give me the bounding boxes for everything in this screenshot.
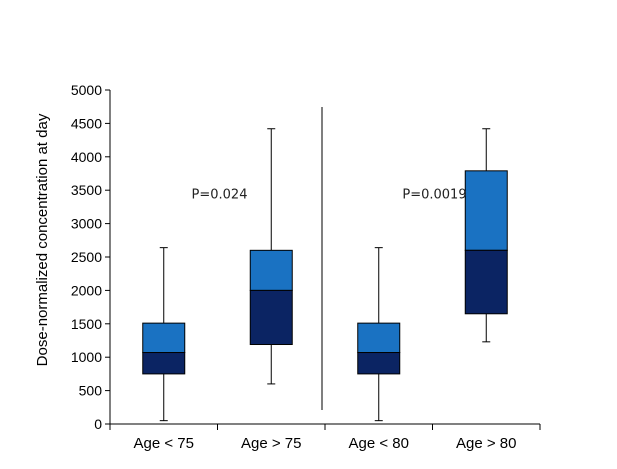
annotations: P=0.024 P=0.0019: [192, 188, 467, 203]
y-tick-label: 1500: [71, 316, 102, 332]
y-tick-label: 5000: [71, 82, 102, 98]
y-tick-label: 3000: [71, 216, 102, 232]
p-value-label: P=0.024: [192, 188, 248, 203]
y-tick-label: 0: [94, 416, 102, 432]
y-tick-label: 4000: [71, 149, 102, 165]
x-tick-label: Age > 80: [456, 435, 516, 452]
y-axis: 0 500 1000 1500 2000 2500 3000 3500 4000 4500 5000: [71, 82, 111, 432]
x-axis: Age < 75 Age > 75 Age < 80 Age > 80: [109, 423, 541, 452]
y-tick-label: 4500: [71, 115, 102, 131]
box-lower-half: [142, 352, 186, 375]
y-tick-label: 2000: [71, 282, 102, 298]
box-lower-half: [249, 289, 293, 346]
box-upper-half: [142, 322, 186, 354]
y-tick-label: 1000: [71, 349, 102, 365]
box-group: [464, 128, 508, 343]
box-lower-half: [357, 352, 401, 375]
p-value-label: P=0.0019: [402, 188, 466, 203]
box-group: [142, 247, 186, 422]
box-upper-half: [464, 170, 508, 251]
y-axis-label: Dose-normalized concentration at day: [34, 113, 51, 366]
y-tick-label: 500: [79, 383, 103, 399]
boxes: [142, 128, 508, 422]
box-upper-half: [249, 249, 293, 291]
box-upper-half: [357, 322, 401, 354]
x-tick-label: Age < 80: [349, 435, 409, 452]
y-tick-label: 3500: [71, 182, 102, 198]
x-tick-label: Age < 75: [134, 435, 194, 452]
box-lower-half: [464, 249, 508, 315]
x-tick-label: Age > 75: [241, 435, 301, 452]
box-group: [249, 128, 293, 385]
box-group: [357, 247, 401, 422]
y-tick-label: 2500: [71, 249, 102, 265]
